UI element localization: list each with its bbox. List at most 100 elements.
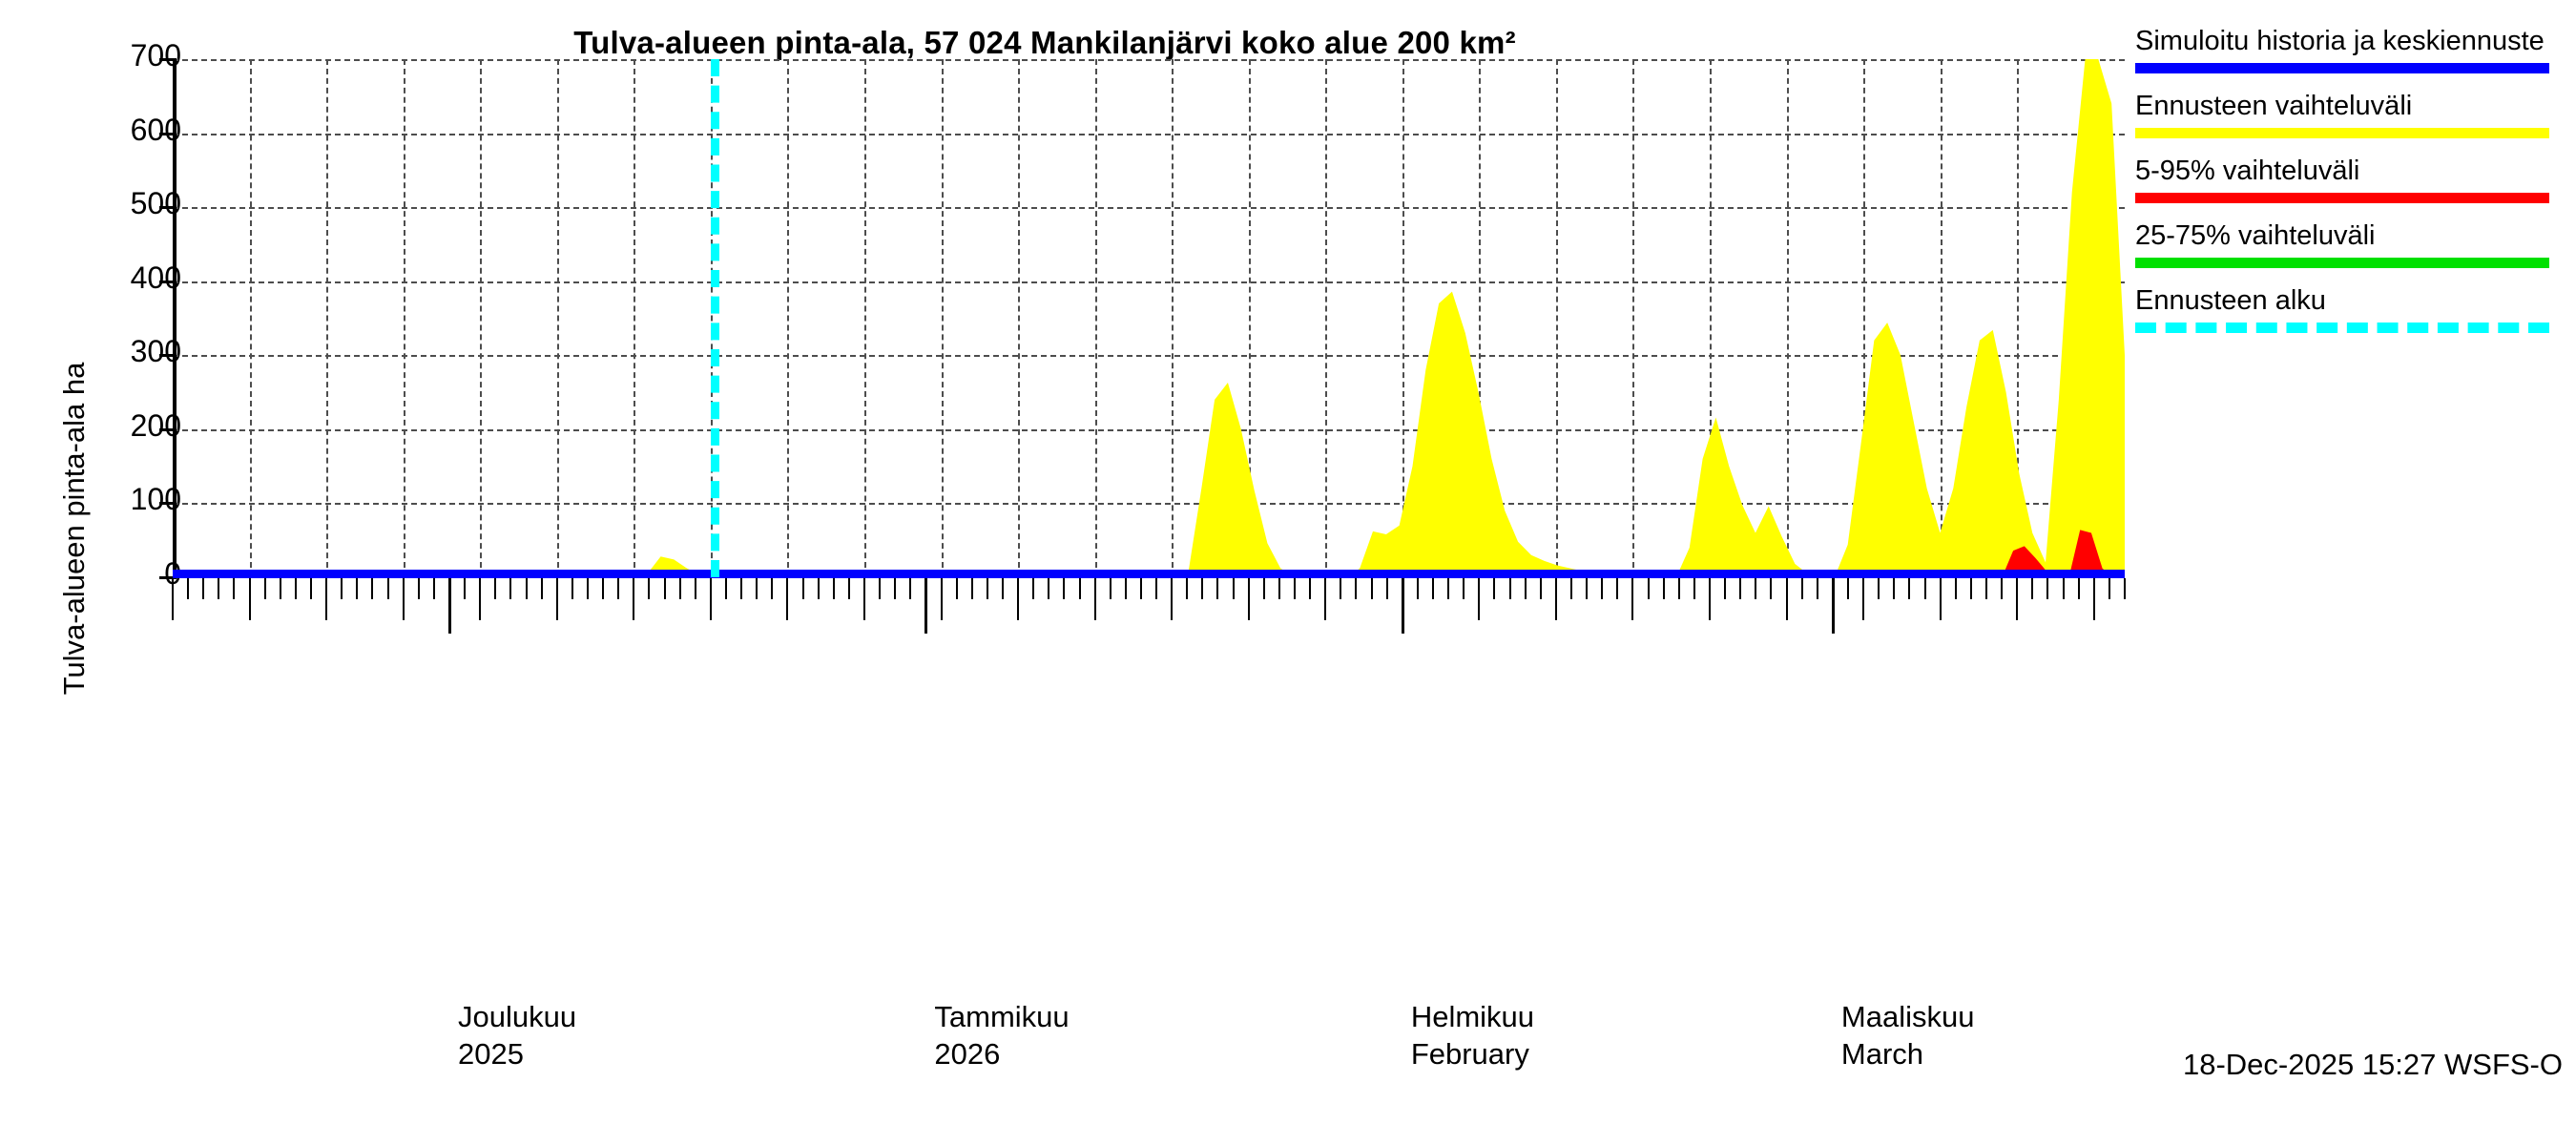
gridline-horizontal <box>173 133 2125 135</box>
x-axis-tick <box>1478 578 1481 620</box>
x-axis-tick <box>187 578 190 599</box>
y-axis-tick-label: 200 <box>130 407 181 443</box>
x-axis-tick <box>1539 578 1542 599</box>
gridline-vertical <box>480 59 483 577</box>
legend-swatch-history <box>2135 63 2549 73</box>
x-axis-tick <box>909 578 912 599</box>
x-axis-tick <box>1847 578 1850 599</box>
y-axis-tick-label: 700 <box>130 38 181 73</box>
plot-area <box>173 59 2125 577</box>
gridline-horizontal <box>173 428 2125 431</box>
x-axis-month-label: Joulukuu 2025 <box>458 998 576 1072</box>
x-axis-tick <box>1463 578 1465 599</box>
x-axis-tick <box>1201 578 1204 599</box>
x-axis-tick <box>955 578 958 599</box>
x-axis-tick <box>709 578 712 620</box>
x-axis-tick <box>1032 578 1035 599</box>
x-axis-tick <box>1432 578 1435 599</box>
x-axis-tick <box>479 578 482 620</box>
x-axis-tick <box>740 578 743 599</box>
x-axis-tick <box>1171 578 1174 620</box>
x-axis-tick <box>1186 578 1189 599</box>
month-sublabel: 2026 <box>934 1037 1001 1071</box>
x-axis-tick <box>263 578 266 599</box>
y-axis-tick-label: 600 <box>130 112 181 147</box>
x-axis-tick <box>1954 578 1957 599</box>
x-axis-month-label: Helmikuu February <box>1411 998 1534 1072</box>
x-axis-tick <box>1508 578 1511 599</box>
legend-label-p25p75: 25-75% vaihteluväli <box>2135 220 2376 251</box>
gridline-vertical <box>249 59 252 577</box>
x-axis-tick <box>1709 578 1712 620</box>
x-axis-tick <box>1770 578 1773 599</box>
gridline-vertical <box>556 59 559 577</box>
y-axis-tick-label: 100 <box>130 482 181 517</box>
x-axis-tick <box>2077 578 2080 599</box>
x-axis-tick <box>1078 578 1081 599</box>
x-axis-tick <box>847 578 850 599</box>
x-axis-tick <box>894 578 897 599</box>
y-axis-tick <box>159 427 177 431</box>
gridline-vertical <box>1555 59 1558 577</box>
gridline-vertical <box>1786 59 1789 577</box>
y-axis-tick <box>159 280 177 283</box>
x-axis-major-tick <box>924 578 928 634</box>
x-axis-tick <box>663 578 666 599</box>
page-title: Tulva-alueen pinta-ala, 57 024 Mankilanj… <box>573 25 1516 60</box>
gridline-vertical <box>326 59 329 577</box>
x-axis-tick <box>970 578 973 599</box>
x-axis-tick <box>1755 578 1757 599</box>
x-axis-tick <box>1355 578 1358 599</box>
footer-timestamp: 18-Dec-2025 15:27 WSFS-O <box>2182 1048 2563 1081</box>
x-axis-tick <box>1109 578 1111 599</box>
x-axis-tick <box>248 578 251 620</box>
legend-label-history: Simuloitu historia ja keskiennuste <box>2135 26 2545 56</box>
x-axis-tick <box>356 578 359 599</box>
x-axis-tick <box>386 578 389 599</box>
x-axis-tick <box>2001 578 2004 599</box>
x-axis-tick <box>586 578 589 599</box>
x-axis-tick <box>1385 578 1388 599</box>
gridline-vertical <box>1479 59 1482 577</box>
gridline-vertical <box>1325 59 1328 577</box>
x-axis-tick <box>1923 578 1926 599</box>
x-axis-tick <box>1570 578 1573 599</box>
x-axis-tick <box>1216 578 1219 599</box>
legend-swatch-forecast-start <box>2135 323 2549 333</box>
y-axis-tick <box>159 206 177 210</box>
x-axis-tick <box>817 578 820 599</box>
gridline-vertical <box>1402 59 1404 577</box>
x-axis-tick <box>555 578 558 620</box>
plot-inner <box>173 59 2125 577</box>
x-axis-tick <box>2124 578 2126 599</box>
gridline-vertical <box>1172 59 1174 577</box>
x-axis-tick <box>940 578 943 620</box>
x-axis-tick <box>218 578 220 599</box>
x-axis-tick <box>1139 578 1142 599</box>
legend-item-history: Simuloitu historia ja keskiennuste <box>2135 25 2565 73</box>
x-axis-tick <box>1001 578 1004 599</box>
x-axis-tick <box>2016 578 2019 620</box>
x-axis-tick <box>294 578 297 599</box>
x-axis-tick <box>494 578 497 599</box>
series-layer <box>173 59 2125 577</box>
x-axis-tick <box>1232 578 1235 599</box>
x-axis-tick <box>1309 578 1312 599</box>
x-axis-tick <box>648 578 651 599</box>
x-axis-tick <box>464 578 467 599</box>
x-axis-tick <box>1724 578 1727 599</box>
x-axis-tick <box>417 578 420 599</box>
x-axis-tick <box>1247 578 1250 620</box>
x-axis-tick <box>678 578 681 599</box>
x-axis-tick <box>879 578 882 599</box>
x-axis-tick <box>2108 578 2110 599</box>
legend-swatch-p5p95 <box>2135 193 2549 203</box>
x-axis-tick <box>172 578 174 620</box>
x-axis-tick <box>1262 578 1265 599</box>
x-axis-tick <box>525 578 528 599</box>
legend-item-forecast-start: Ennusteen alku <box>2135 284 2565 333</box>
y-axis-tick-label: 400 <box>130 260 181 295</box>
y-axis-line <box>173 59 177 577</box>
x-axis-tick <box>1693 578 1695 599</box>
gridline-vertical <box>1632 59 1635 577</box>
